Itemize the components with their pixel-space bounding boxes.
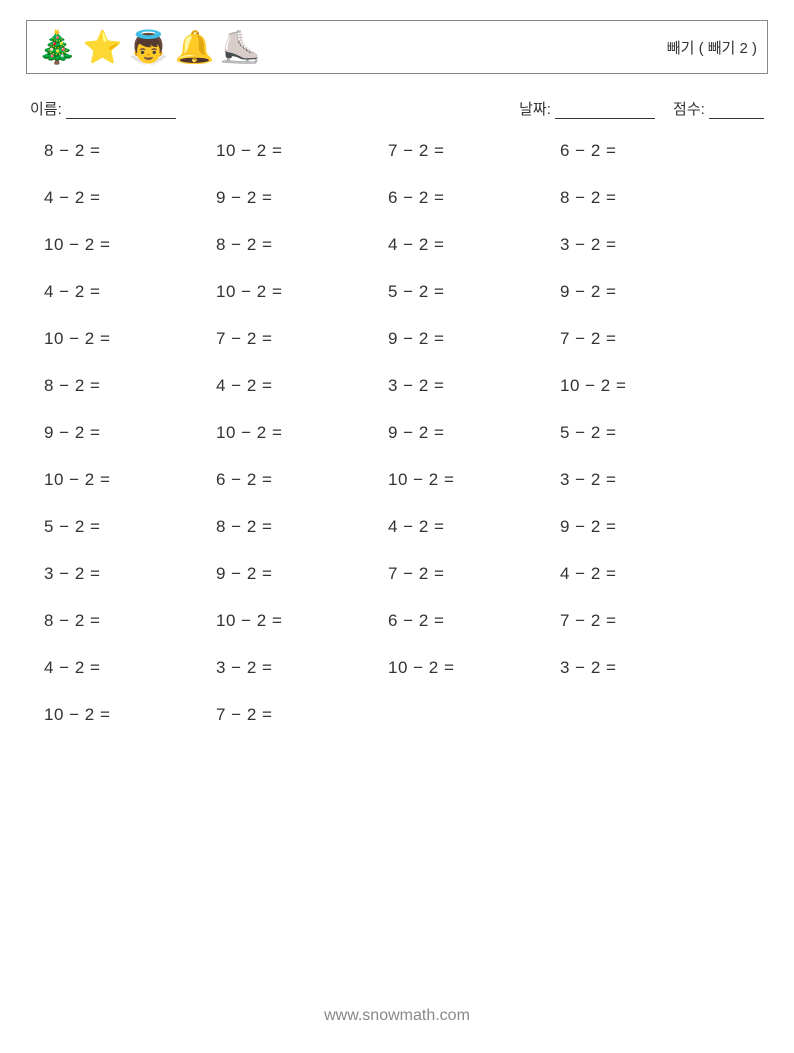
problem-cell: 3 − 2 = (44, 564, 216, 584)
problem-row: 4 − 2 =9 − 2 =6 − 2 =8 − 2 = (44, 188, 768, 235)
problem-cell: 10 − 2 = (44, 235, 216, 255)
header-box: 🎄 ⭐ 👼 🔔 ⛸️ 빼기 ( 빼기 2 ) (26, 20, 768, 74)
problem-cell: 8 − 2 = (216, 235, 388, 255)
problem-cell: 8 − 2 = (44, 611, 216, 631)
problem-cell: 8 − 2 = (44, 376, 216, 396)
problem-row: 8 − 2 =10 − 2 =7 − 2 =6 − 2 = (44, 141, 768, 188)
problem-cell: 10 − 2 = (216, 611, 388, 631)
problem-cell: 9 − 2 = (560, 282, 732, 302)
problem-cell: 5 − 2 = (560, 423, 732, 443)
problem-cell: 9 − 2 = (388, 423, 560, 443)
problem-cell: 3 − 2 = (216, 658, 388, 678)
score-blank[interactable] (709, 104, 764, 119)
worksheet-title: 빼기 ( 빼기 2 ) (667, 37, 757, 58)
problem-cell: 4 − 2 = (560, 564, 732, 584)
problem-cell: 3 − 2 = (560, 235, 732, 255)
problem-cell: 7 − 2 = (560, 611, 732, 631)
problem-cell: 10 − 2 = (560, 376, 732, 396)
problem-cell: 4 − 2 = (216, 376, 388, 396)
problem-cell: 6 − 2 = (560, 141, 732, 161)
problem-cell: 6 − 2 = (216, 470, 388, 490)
problem-cell: 7 − 2 = (216, 329, 388, 349)
problem-cell: 4 − 2 = (44, 282, 216, 302)
problem-row: 9 − 2 =10 − 2 =9 − 2 =5 − 2 = (44, 423, 768, 470)
problem-cell: 7 − 2 = (388, 141, 560, 161)
problem-cell: 6 − 2 = (388, 611, 560, 631)
problem-cell: 3 − 2 = (388, 376, 560, 396)
date-label: 날짜: (519, 101, 551, 118)
name-label: 이름: (30, 101, 62, 118)
info-row: 이름: 날짜: 점수: (26, 98, 768, 119)
problem-row: 4 − 2 =10 − 2 =5 − 2 =9 − 2 = (44, 282, 768, 329)
problem-cell: 8 − 2 = (560, 188, 732, 208)
problem-cell: 10 − 2 = (216, 423, 388, 443)
problem-row: 5 − 2 =8 − 2 =4 − 2 =9 − 2 = (44, 517, 768, 564)
header-icons: 🎄 ⭐ 👼 🔔 ⛸️ (37, 31, 260, 63)
problems-grid: 8 − 2 =10 − 2 =7 − 2 =6 − 2 =4 − 2 =9 − … (26, 141, 768, 752)
skate-icon: ⛸️ (220, 31, 260, 63)
problem-cell: 10 − 2 = (216, 141, 388, 161)
problem-cell: 4 − 2 = (44, 188, 216, 208)
problem-cell: 10 − 2 = (44, 705, 216, 725)
problem-cell: 5 − 2 = (44, 517, 216, 537)
problem-cell: 7 − 2 = (388, 564, 560, 584)
problem-cell: 10 − 2 = (44, 329, 216, 349)
problem-cell: 5 − 2 = (388, 282, 560, 302)
problem-cell: 10 − 2 = (44, 470, 216, 490)
problem-row: 10 − 2 =7 − 2 =9 − 2 =7 − 2 = (44, 329, 768, 376)
name-blank[interactable] (66, 104, 176, 119)
problem-cell: 7 − 2 = (216, 705, 388, 725)
problem-cell: 9 − 2 = (388, 329, 560, 349)
problem-row: 4 − 2 =3 − 2 =10 − 2 =3 − 2 = (44, 658, 768, 705)
problem-row: 10 − 2 =8 − 2 =4 − 2 =3 − 2 = (44, 235, 768, 282)
problem-cell: 7 − 2 = (560, 329, 732, 349)
problem-cell: 10 − 2 = (216, 282, 388, 302)
date-blank[interactable] (555, 104, 655, 119)
problem-cell: 4 − 2 = (388, 235, 560, 255)
problem-cell: 8 − 2 = (44, 141, 216, 161)
star-icon: ⭐ (83, 31, 123, 63)
problem-row: 8 − 2 =4 − 2 =3 − 2 =10 − 2 = (44, 376, 768, 423)
problem-row: 8 − 2 =10 − 2 =6 − 2 =7 − 2 = (44, 611, 768, 658)
angel-icon: 👼 (129, 31, 169, 63)
footer-url: www.snowmath.com (0, 1007, 794, 1025)
score-label: 점수: (673, 101, 705, 118)
problem-cell: 4 − 2 = (388, 517, 560, 537)
problem-cell: 10 − 2 = (388, 658, 560, 678)
problem-cell: 3 − 2 = (560, 470, 732, 490)
problem-cell: 4 − 2 = (44, 658, 216, 678)
problem-cell: 10 − 2 = (388, 470, 560, 490)
problem-row: 10 − 2 =6 − 2 =10 − 2 =3 − 2 = (44, 470, 768, 517)
problem-cell: 6 − 2 = (388, 188, 560, 208)
problem-cell: 9 − 2 = (560, 517, 732, 537)
problem-row: 10 − 2 =7 − 2 = (44, 705, 768, 752)
problem-cell: 9 − 2 = (44, 423, 216, 443)
bell-icon: 🔔 (175, 31, 215, 63)
problem-cell: 9 − 2 = (216, 564, 388, 584)
problem-row: 3 − 2 =9 − 2 =7 − 2 =4 − 2 = (44, 564, 768, 611)
problem-cell: 3 − 2 = (560, 658, 732, 678)
problem-cell: 8 − 2 = (216, 517, 388, 537)
problem-cell: 9 − 2 = (216, 188, 388, 208)
tree-icon: 🎄 (37, 31, 77, 63)
